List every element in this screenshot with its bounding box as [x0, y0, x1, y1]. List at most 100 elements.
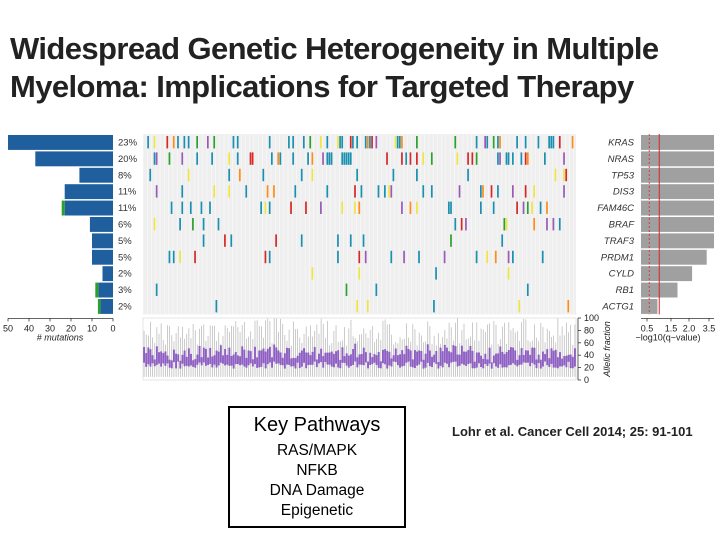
gene-label: RB1	[616, 285, 634, 296]
allelic-box	[288, 348, 291, 365]
mutation-cell	[390, 250, 393, 264]
allelic-box	[155, 346, 158, 365]
allelic-box	[399, 354, 401, 368]
allelic-box	[341, 347, 344, 363]
allelic-box	[509, 347, 512, 365]
mutation-cell	[475, 136, 478, 149]
mutation-cell	[563, 185, 565, 198]
allelic-box	[360, 353, 363, 365]
allelic-box	[441, 351, 444, 368]
allelic-box	[292, 357, 295, 367]
qvalue-axis-label: −log10(q−value)	[635, 332, 700, 342]
mutation-cell	[430, 152, 433, 165]
allelic-box	[204, 348, 207, 366]
mutation-cell	[215, 300, 218, 313]
percent-labels: 23% 20% 8% 11% 11% 6% 5% 5% 2% 3% 2%	[118, 138, 138, 313]
allelic-box	[347, 355, 350, 368]
mutation-cell	[200, 201, 203, 214]
allelic-box	[320, 348, 323, 363]
allelic-box	[411, 359, 414, 368]
allelic-box	[369, 352, 372, 365]
mutation-count-bar	[92, 249, 113, 265]
qvalue-axis-tick-label: 2.0	[683, 323, 696, 333]
allelic-box	[527, 350, 529, 363]
mutation-cell	[505, 218, 508, 231]
allelic-box	[482, 358, 485, 369]
gene-label: CYLD	[609, 269, 634, 280]
allelic-box	[294, 358, 297, 369]
gene-labels: KRAS NRAS TP53 DIS3 FAM46C BRAF TRAF3 PRDM1 CYLD…	[597, 138, 635, 313]
mutation-cell	[358, 201, 361, 214]
mutation-cell	[401, 201, 403, 214]
mutation-cell	[345, 152, 348, 165]
mutation-cell	[311, 267, 314, 280]
allelic-box	[200, 357, 203, 366]
mutation-cell	[360, 185, 363, 198]
mutation-cell	[187, 136, 190, 149]
mutation-cell	[537, 136, 540, 149]
mutation-cell	[189, 201, 192, 214]
qvalue-axis-tick-label: 3.5	[703, 323, 716, 333]
allelic-box	[537, 354, 540, 364]
allelic-box	[279, 352, 282, 365]
mutation-cell	[394, 136, 397, 149]
allelic-box	[260, 350, 263, 367]
mutation-cell	[358, 250, 361, 264]
mutation-cell	[526, 201, 529, 214]
allelic-box	[571, 356, 574, 369]
mutation-cell	[352, 136, 354, 149]
allelic-box	[445, 347, 448, 364]
allelic-box	[172, 349, 175, 363]
allelic-box	[475, 352, 478, 368]
mutation-cell	[482, 185, 484, 198]
allelic-box	[179, 360, 182, 369]
allelic-box	[298, 352, 301, 369]
mutation-cell	[366, 136, 369, 149]
percent-label: 2%	[118, 302, 132, 313]
mutation-cell	[512, 185, 514, 198]
allelic-box	[358, 354, 361, 365]
allelic-box	[254, 346, 256, 365]
mutation-cell	[166, 136, 169, 149]
mutation-cell	[249, 152, 252, 165]
mutation-cell	[544, 152, 546, 165]
allelic-box	[190, 353, 192, 366]
allelic-box	[337, 350, 340, 368]
mutation-cell	[475, 152, 478, 165]
mutation-cell	[251, 152, 254, 165]
mutation-cell	[450, 234, 452, 247]
mutation-cell	[320, 136, 322, 149]
mutation-cell	[264, 201, 267, 214]
allelic-box	[443, 344, 446, 363]
allelic-box	[567, 354, 570, 362]
allelic-box	[497, 353, 500, 368]
allelic-box	[275, 347, 278, 364]
mutation-cell	[433, 300, 435, 313]
mutation-count-bar-other	[95, 282, 99, 298]
allelic-box	[392, 355, 395, 362]
allelic-box	[318, 353, 320, 364]
gene-label: TP53	[611, 170, 634, 181]
allelic-box	[452, 345, 455, 362]
allelic-box	[236, 355, 239, 365]
mutation-cell	[518, 300, 521, 313]
mutation-cell	[486, 136, 489, 149]
mutation-cell	[497, 136, 499, 149]
mutation-cell	[228, 152, 231, 165]
percent-label: 5%	[118, 236, 132, 247]
mutation-cell	[343, 152, 346, 165]
mutation-cell	[328, 152, 331, 165]
allelic-box	[563, 355, 566, 366]
mutation-axis-tick-label: 40	[24, 323, 34, 333]
mutation-cell	[202, 234, 205, 247]
allelic-box	[177, 354, 180, 362]
qvalue-bar	[641, 167, 714, 183]
mutation-cell	[454, 218, 457, 231]
mutation-cell	[356, 300, 359, 313]
mutation-count-bar	[35, 151, 113, 167]
mutation-cell	[422, 152, 425, 165]
allelic-box	[326, 352, 329, 365]
gene-label: TRAF3	[604, 236, 635, 247]
mutation-cell	[341, 152, 344, 165]
mutation-cell	[354, 185, 356, 198]
